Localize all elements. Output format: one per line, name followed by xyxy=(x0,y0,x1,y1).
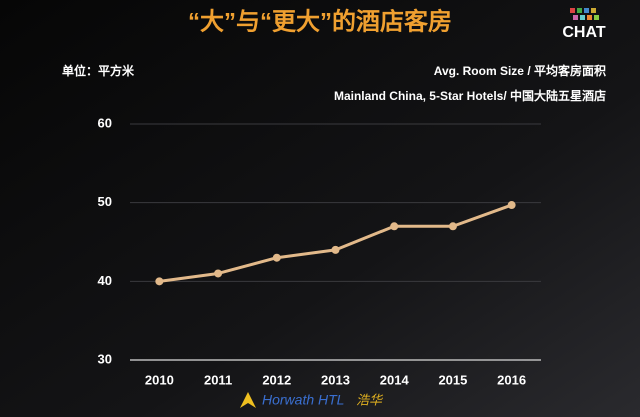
x-tick-label: 2011 xyxy=(204,372,232,387)
y-axis-label: 单位：平方米 xyxy=(62,63,135,78)
logo: CHAT xyxy=(562,24,605,41)
x-tick-label: 2013 xyxy=(321,372,350,387)
footer-brand-cn: 浩华 xyxy=(356,392,384,407)
footer-brand: Horwath HTL xyxy=(262,392,344,408)
y-tick-label: 60 xyxy=(98,115,112,130)
chart-title: “大”与“更大”的酒店客房 xyxy=(188,7,452,35)
x-tick-label: 2015 xyxy=(438,372,467,387)
x-tick-label: 2012 xyxy=(262,372,291,387)
x-tick-label: 2016 xyxy=(497,372,526,387)
y-tick-label: 40 xyxy=(98,273,112,288)
data-point xyxy=(507,201,516,210)
legend-entry: Avg. Room Size / 平均客房面积 xyxy=(434,63,606,78)
footer-logo xyxy=(240,392,256,408)
data-point xyxy=(448,222,457,231)
data-point xyxy=(390,222,399,231)
subtitle: Mainland China, 5-Star Hotels/ 中国大陆五星酒店 xyxy=(334,88,606,103)
x-tick-label: 2010 xyxy=(145,372,174,387)
x-tick-label: 2014 xyxy=(380,372,410,387)
logo-icon xyxy=(570,8,599,20)
data-point xyxy=(155,277,164,286)
data-point xyxy=(331,245,340,254)
y-tick-label: 30 xyxy=(98,351,112,366)
data-point xyxy=(272,253,281,262)
y-tick-label: 50 xyxy=(98,194,112,209)
data-point xyxy=(214,269,223,278)
